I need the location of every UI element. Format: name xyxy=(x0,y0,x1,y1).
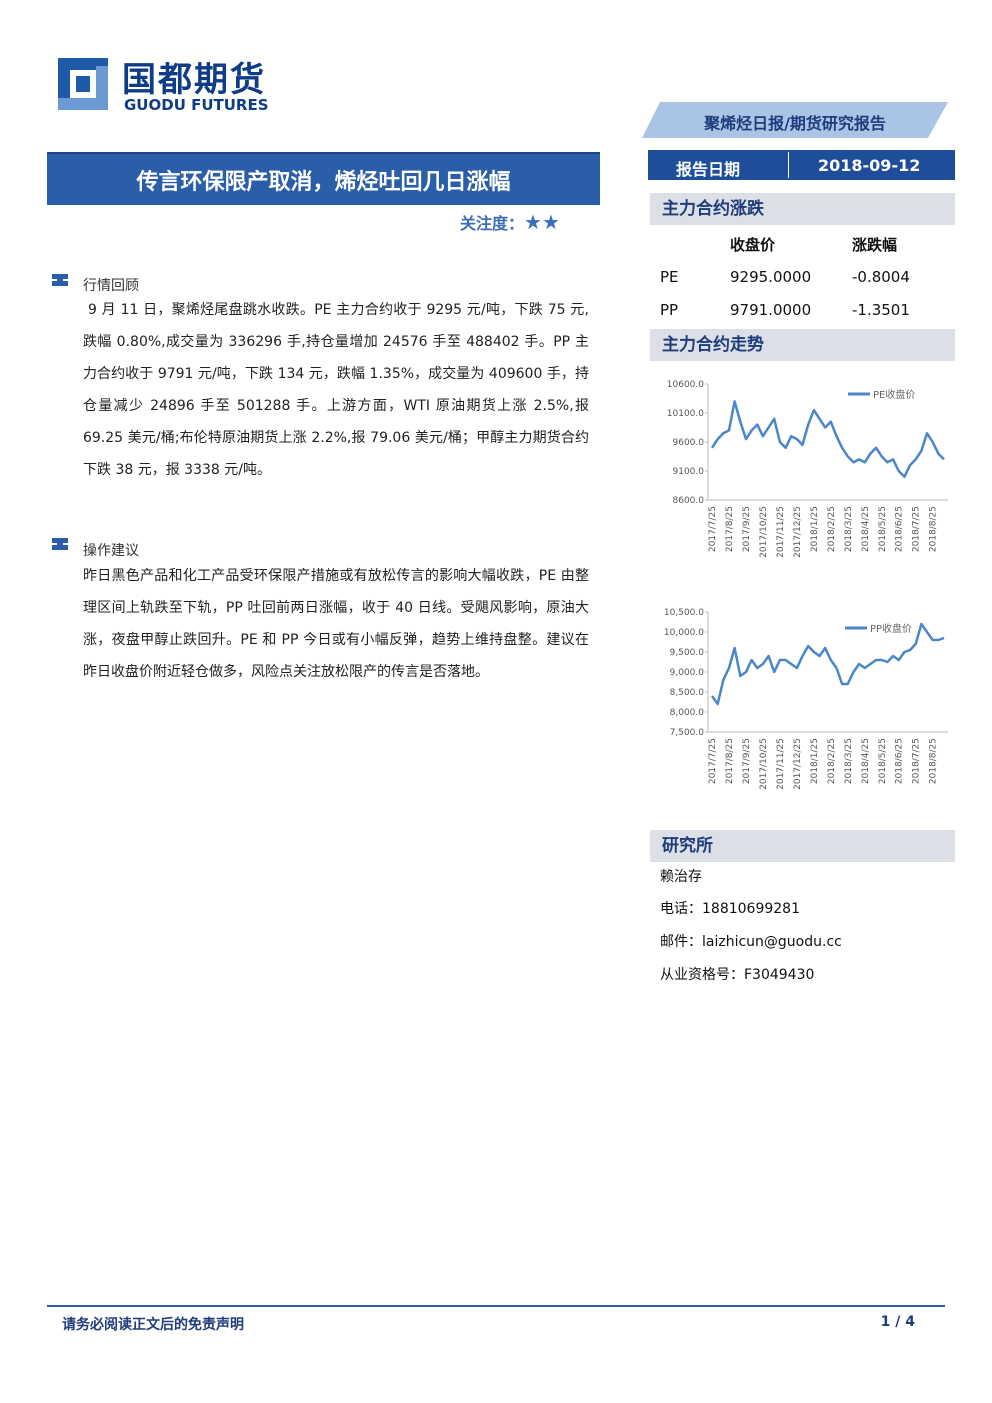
title-bar xyxy=(47,152,600,205)
report-type: 聚烯烃日报/期货研究报告 xyxy=(704,114,886,133)
disclaimer: 请务必阅读正文后的免责声明 xyxy=(62,1317,244,1333)
company-en: GUODU FUTURES xyxy=(124,96,269,114)
attention-stars: ★★ xyxy=(524,210,560,234)
y-tick-label: 9600.0 xyxy=(673,438,705,448)
sidebar-heading: 主力合约走势 xyxy=(650,329,955,361)
y-tick-label: 10,000.0 xyxy=(664,628,704,638)
attention: 关注度：★★ xyxy=(460,210,560,234)
chart: 8600.0 9100.0 9600.0 10100.0 10600.0 2017/7/2… xyxy=(667,380,948,558)
footer-rule xyxy=(47,1305,945,1307)
y-tick-label: 10,500.0 xyxy=(664,608,704,618)
y-tick-label: 9,500.0 xyxy=(670,648,705,658)
logo-mark xyxy=(58,58,108,110)
y-tick-label: 8,000.0 xyxy=(670,708,705,718)
x-tick-label: 2017/12/25 xyxy=(793,506,803,558)
legend-label: PE收盘价 xyxy=(873,388,915,401)
section-icon xyxy=(52,538,68,550)
x-tick-label: 2018/5/25 xyxy=(878,506,888,552)
date-label: 报告日期 xyxy=(676,160,741,179)
x-tick-label: 2018/5/25 xyxy=(878,738,888,784)
paragraph: 昨日黑色产品和化工产品受环保限产措施或有放松传言的影响大幅收跌，PE 由整理区间… xyxy=(83,568,589,680)
y-tick-label: 10600.0 xyxy=(667,380,704,390)
section-icon xyxy=(52,274,68,286)
line xyxy=(710,400,945,479)
title: 传言环保限产取消，烯烃吐回几日涨幅 xyxy=(136,170,511,195)
y-tick-label: 8600.0 xyxy=(673,496,705,506)
x-tick-label: 2018/1/25 xyxy=(810,738,820,784)
x-tick-label: 2018/2/25 xyxy=(827,738,837,784)
sidebar-heading: 主力合约涨跌 xyxy=(650,193,955,225)
x-tick-label: 2017/11/25 xyxy=(776,506,786,558)
x-tick-label: 2017/9/25 xyxy=(742,738,752,784)
sidebar-heading: 研究所 xyxy=(650,830,955,862)
x-tick-label: 2018/6/25 xyxy=(895,738,905,784)
x-tick-label: 2018/2/25 xyxy=(827,506,837,552)
x-tick-label: 2018/8/25 xyxy=(929,738,939,784)
company-cn: 国都期货 xyxy=(122,60,266,100)
x-tick-label: 2017/10/25 xyxy=(759,506,769,558)
x-tick-label: 2017/7/25 xyxy=(708,738,718,784)
x-tick-label: 2018/3/25 xyxy=(844,738,854,784)
date-divider xyxy=(788,152,789,178)
table-cell: PE xyxy=(660,268,679,286)
x-tick-label: 2018/7/25 xyxy=(912,738,922,784)
research-line: 邮件：laizhicun@guodu.cc xyxy=(660,934,842,950)
legend-label: PP收盘价 xyxy=(870,622,912,635)
date-bar xyxy=(648,150,955,180)
table-cell: -1.3501 xyxy=(852,301,910,319)
y-tick-label: 9,000.0 xyxy=(670,668,705,678)
x-tick-label: 2018/4/25 xyxy=(861,738,871,784)
y-tick-label: 10100.0 xyxy=(667,409,704,419)
x-tick-label: 2018/8/25 xyxy=(929,506,939,552)
x-tick-label: 2018/4/25 xyxy=(861,506,871,552)
report-banner xyxy=(642,102,948,138)
attention-label: 关注度： xyxy=(460,214,525,233)
date: 2018-09-12 xyxy=(818,156,921,175)
table-cell: -0.8004 xyxy=(852,268,910,286)
x-tick-label: 2017/8/25 xyxy=(725,506,735,552)
table-cell: PP xyxy=(660,301,679,319)
section-heading: 操作建议 xyxy=(83,543,139,559)
y-tick-label: 9100.0 xyxy=(673,467,705,477)
chart: 7,500.0 8,000.0 8,500.0 9,000.0 9,500.0 10,00… xyxy=(664,608,948,790)
x-tick-label: 2018/7/25 xyxy=(912,506,922,552)
x-tick-label: 2017/11/25 xyxy=(776,738,786,790)
research-line: 赖治存 xyxy=(660,869,702,885)
x-tick-label: 2018/1/25 xyxy=(810,506,820,552)
paragraph: 9 月 11 日，聚烯烃尾盘跳水收跌。PE 主力合约收于 9295 元/吨，下跌… xyxy=(83,302,589,478)
page-number: 1 / 4 xyxy=(880,1314,915,1330)
table-header: 涨跌幅 xyxy=(852,236,898,254)
research-line: 从业资格号：F3049430 xyxy=(660,967,815,983)
research-line: 电话：18810699281 xyxy=(660,901,800,917)
y-tick-label: 7,500.0 xyxy=(670,728,705,738)
y-tick-label: 8,500.0 xyxy=(670,688,705,698)
line xyxy=(710,622,945,706)
x-tick-label: 2018/3/25 xyxy=(844,506,854,552)
x-tick-label: 2017/10/25 xyxy=(759,738,769,790)
table-cell: 9295.0000 xyxy=(730,268,812,286)
x-tick-label: 2017/12/25 xyxy=(793,738,803,790)
x-tick-label: 2017/7/25 xyxy=(708,506,718,552)
x-tick-label: 2017/9/25 xyxy=(742,506,752,552)
section-heading: 行情回顾 xyxy=(83,278,139,294)
table-header: 收盘价 xyxy=(730,236,776,254)
x-tick-label: 2018/6/25 xyxy=(895,506,905,552)
x-tick-label: 2017/8/25 xyxy=(725,738,735,784)
table-cell: 9791.0000 xyxy=(730,301,812,319)
